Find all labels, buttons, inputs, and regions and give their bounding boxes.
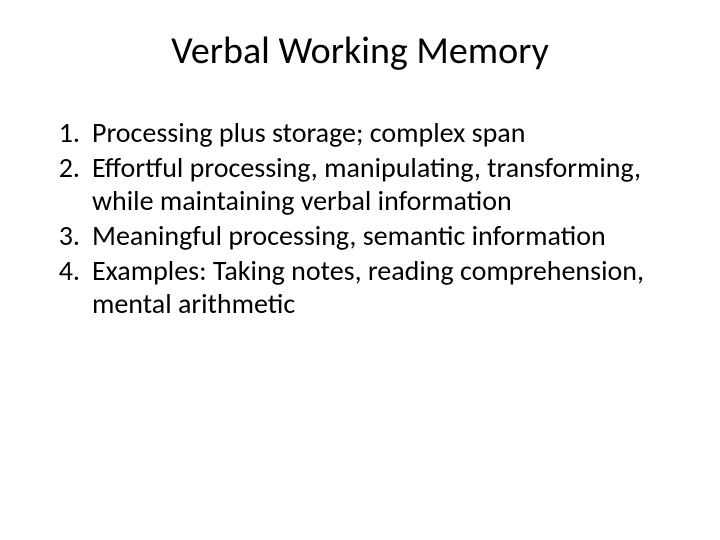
slide-body-list: Processing plus storage; complex span Ef… [40,116,680,320]
slide-title: Verbal Working Memory [40,28,680,74]
list-item: Effortful processing, manipulating, tran… [48,151,680,217]
list-item: Examples: Taking notes, reading comprehe… [48,254,680,320]
slide-container: Verbal Working Memory Processing plus st… [0,0,720,540]
list-item: Meaningful processing, semantic informat… [48,219,680,252]
list-item: Processing plus storage; complex span [48,116,680,149]
